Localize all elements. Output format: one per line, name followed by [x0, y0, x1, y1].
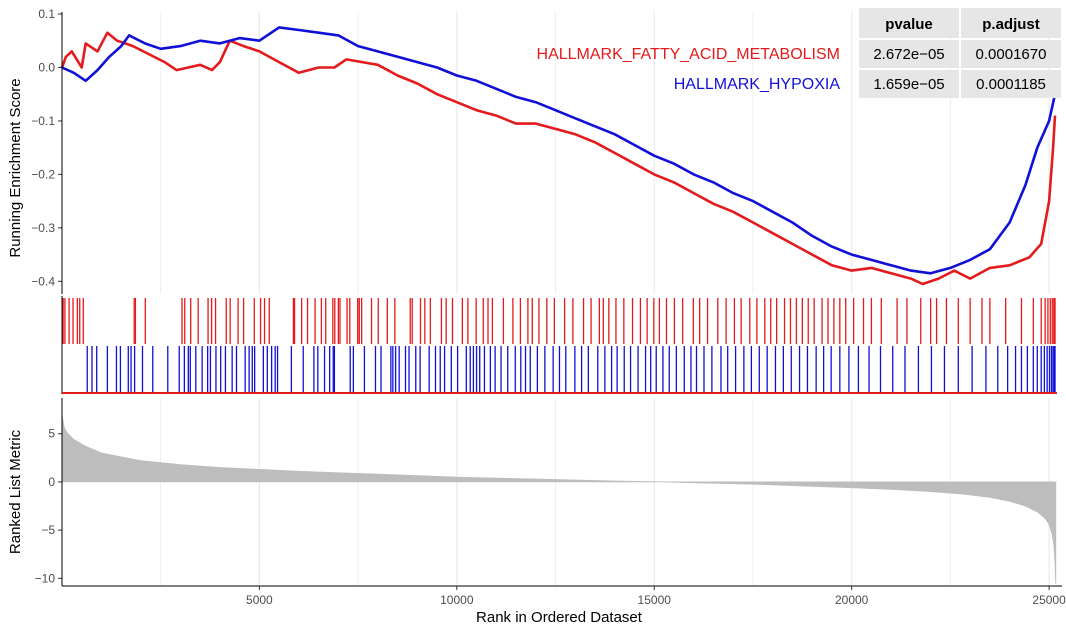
x-tick-label: 25000 [1032, 593, 1066, 607]
es-y-tick-label: −0.2 [31, 167, 55, 181]
pvalue-fatty: 2.672e−05 [873, 46, 944, 63]
es-y-tick-label: 0.1 [38, 7, 55, 21]
padjust-fatty: 0.0001670 [976, 46, 1047, 63]
table-cell-hypoxia-pvalue [859, 70, 959, 98]
table-cell-hypoxia-padjust [961, 70, 1061, 98]
es-lines [60, 26, 1057, 286]
metric-ylabel: Ranked List Metric [7, 429, 24, 554]
hits-fatty [62, 298, 1056, 344]
hits-panel [61, 296, 1057, 394]
x-tick-label: 15000 [638, 593, 672, 607]
x-tick-label: 20000 [835, 593, 869, 607]
x-tick-label: 5000 [246, 593, 273, 607]
metric-panel: 5 0 −5 −10 5000 10000 15000 20000 25000 Ranked … [7, 398, 1066, 626]
pvalue-hypoxia: 1.659e−05 [873, 76, 944, 93]
es-line-fatty [60, 31, 1057, 286]
table-header-pvalue: pvalue [885, 16, 933, 33]
es-y-tick-label: −0.4 [31, 274, 55, 288]
stats-table: pvalue p.adjust HALLMARK_FATTY_ACID_META… [537, 8, 1061, 98]
table-header-padjust: p.adjust [982, 16, 1040, 33]
xlabel: Rank in Ordered Dataset [476, 609, 643, 626]
es-panel: 0.1 0.0 −0.1 −0.2 −0.3 −0.4 Running Enrichmen… [7, 7, 1057, 294]
metric-y-tick-label: −10 [35, 571, 56, 585]
table-cell-fatty-pvalue [859, 40, 959, 68]
table-header-cell-pvalue [859, 8, 959, 38]
legend-hypoxia: HALLMARK_HYPOXIA [674, 76, 841, 93]
metric-y-ticks: 5 0 −5 −10 [35, 427, 62, 585]
metric-y-tick-label: 5 [48, 427, 55, 441]
es-gridlines [160, 12, 1050, 294]
table-cell-fatty-padjust [961, 40, 1061, 68]
es-line-hypoxia [61, 26, 1057, 275]
metric-gridlines [160, 398, 1050, 586]
metric-area [61, 414, 1057, 585]
es-y-ticks: 0.1 0.0 −0.1 −0.2 −0.3 −0.4 [31, 7, 62, 288]
es-y-tick-label: 0.0 [38, 60, 55, 74]
legend-fatty: HALLMARK_FATTY_ACID_METABOLISM [537, 46, 840, 63]
es-y-tick-label: −0.1 [31, 114, 55, 128]
x-ticks: 5000 10000 15000 20000 25000 [246, 586, 1066, 607]
table-header-cell-padjust [961, 8, 1061, 38]
padjust-hypoxia: 0.0001185 [976, 76, 1046, 93]
es-y-tick-label: −0.3 [31, 221, 55, 235]
x-tick-label: 10000 [440, 593, 474, 607]
metric-y-tick-label: −5 [41, 523, 55, 537]
es-ylabel: Running Enrichment Score [7, 78, 24, 257]
hits-hypoxia [86, 346, 1056, 392]
metric-y-tick-label: 0 [48, 475, 55, 489]
